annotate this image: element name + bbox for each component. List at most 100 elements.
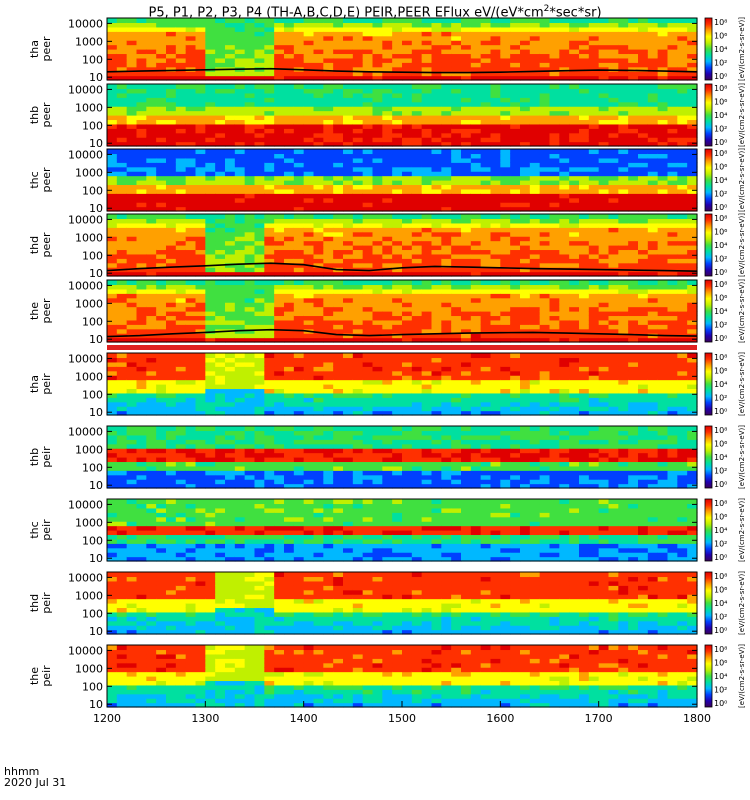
- spectrogram-cell: [657, 324, 669, 330]
- spectrogram-cell: [500, 75, 511, 81]
- spectrogram-cell: [352, 353, 364, 359]
- spectrogram-cell: [323, 222, 334, 228]
- spectrogram-cell: [116, 357, 128, 363]
- spectrogram-cell: [382, 302, 393, 308]
- spectrogram-cell: [421, 280, 433, 286]
- spectrogram-cell: [254, 171, 265, 177]
- spectrogram-cell: [352, 357, 364, 363]
- spectrogram-cell: [234, 193, 246, 199]
- spectrogram-cell: [116, 401, 128, 407]
- spectrogram-cell: [618, 62, 629, 68]
- spectrogram-cell: [510, 218, 521, 224]
- spectrogram-cell: [244, 53, 256, 59]
- spectrogram-cell: [274, 258, 285, 264]
- spectrogram-cell: [303, 384, 315, 390]
- spectrogram-cell: [225, 236, 236, 242]
- spectrogram-cell: [638, 31, 649, 37]
- spectrogram-cell: [421, 222, 433, 228]
- spectrogram-cell: [500, 40, 511, 46]
- spectrogram-cell: [284, 71, 295, 77]
- spectrogram-cell: [667, 218, 678, 224]
- spectrogram-cell: [264, 26, 275, 32]
- spectrogram-cell: [116, 324, 128, 330]
- spectrogram-cell: [510, 249, 521, 255]
- spectrogram-cell: [657, 171, 669, 177]
- spectrogram-cell: [520, 245, 531, 251]
- spectrogram-cell: [647, 84, 659, 90]
- spectrogram-cell: [156, 84, 167, 90]
- spectrogram-cell: [264, 302, 275, 308]
- spectrogram-cell: [628, 119, 639, 125]
- spectrogram-cell: [539, 370, 551, 376]
- spectrogram-cell: [136, 379, 147, 385]
- spectrogram-cell: [116, 306, 128, 312]
- spectrogram-cell: [107, 18, 118, 24]
- spectrogram-cell: [598, 311, 610, 317]
- spectrogram-cell: [185, 110, 197, 116]
- spectrogram-cell: [598, 315, 610, 321]
- spectrogram-cell: [657, 75, 669, 81]
- spectrogram-cell: [608, 333, 619, 339]
- spectrogram-cell: [205, 175, 216, 181]
- spectrogram-cell: [136, 410, 147, 416]
- spectrogram-cell: [657, 306, 669, 312]
- spectrogram-cell: [254, 333, 265, 339]
- spectrogram-cell: [254, 392, 265, 398]
- spectrogram-cell: [500, 370, 511, 376]
- spectrogram-cell: [352, 22, 364, 28]
- spectrogram-cell: [647, 258, 659, 264]
- spectrogram-cell: [274, 149, 285, 155]
- spectrogram-cell: [254, 401, 265, 407]
- spectrogram-cell: [343, 166, 354, 172]
- spectrogram-cell: [569, 101, 580, 107]
- spectrogram-cell: [136, 258, 147, 264]
- spectrogram-cell: [264, 193, 275, 199]
- spectrogram-cell: [588, 137, 600, 143]
- spectrogram-cell: [156, 357, 167, 363]
- spectrogram-cell: [107, 227, 118, 233]
- spectrogram-cell: [352, 123, 364, 129]
- spectrogram-cell: [166, 44, 177, 50]
- spectrogram-cell: [126, 361, 138, 367]
- spectrogram-cell: [107, 101, 118, 107]
- spectrogram-cell: [480, 288, 492, 294]
- spectrogram-cell: [559, 44, 570, 50]
- spectrogram-cell: [657, 71, 669, 77]
- spectrogram-cell: [166, 271, 177, 277]
- spectrogram-cell: [225, 137, 236, 143]
- spectrogram-cell: [470, 258, 482, 264]
- spectrogram-cell: [598, 40, 610, 46]
- spectrogram-cell: [146, 115, 157, 121]
- spectrogram-cell: [225, 245, 236, 251]
- spectrogram-cell: [647, 137, 659, 143]
- spectrogram-cell: [461, 162, 472, 168]
- spectrogram-cell: [254, 267, 265, 273]
- spectrogram-cell: [274, 379, 285, 385]
- spectrogram-cell: [352, 202, 364, 208]
- spectrogram-cell: [490, 40, 501, 46]
- spectrogram-cell: [569, 44, 580, 50]
- spectrogram-cell: [215, 379, 226, 385]
- spectrogram-cell: [107, 153, 118, 159]
- spectrogram-cell: [500, 293, 511, 299]
- spectrogram-cell: [598, 184, 610, 190]
- spectrogram-cell: [126, 392, 138, 398]
- spectrogram-cell: [647, 202, 659, 208]
- spectrogram-cell: [185, 311, 197, 317]
- spectrogram-cell: [323, 141, 334, 147]
- spectrogram-cell: [215, 197, 226, 203]
- spectrogram-cell: [116, 193, 128, 199]
- spectrogram-cell: [647, 328, 659, 334]
- spectrogram-cell: [343, 175, 354, 181]
- spectrogram-cell: [392, 153, 403, 159]
- spectrogram-cell: [569, 388, 580, 394]
- spectrogram-cell: [500, 206, 511, 212]
- spectrogram-cell: [500, 123, 511, 129]
- spectrogram-cell: [333, 92, 344, 98]
- spectrogram-cell: [569, 258, 580, 264]
- spectrogram-cell: [431, 366, 442, 372]
- spectrogram-cell: [274, 236, 285, 242]
- spectrogram-cell: [451, 227, 462, 233]
- spectrogram-cell: [677, 227, 688, 233]
- spectrogram-cell: [647, 284, 659, 290]
